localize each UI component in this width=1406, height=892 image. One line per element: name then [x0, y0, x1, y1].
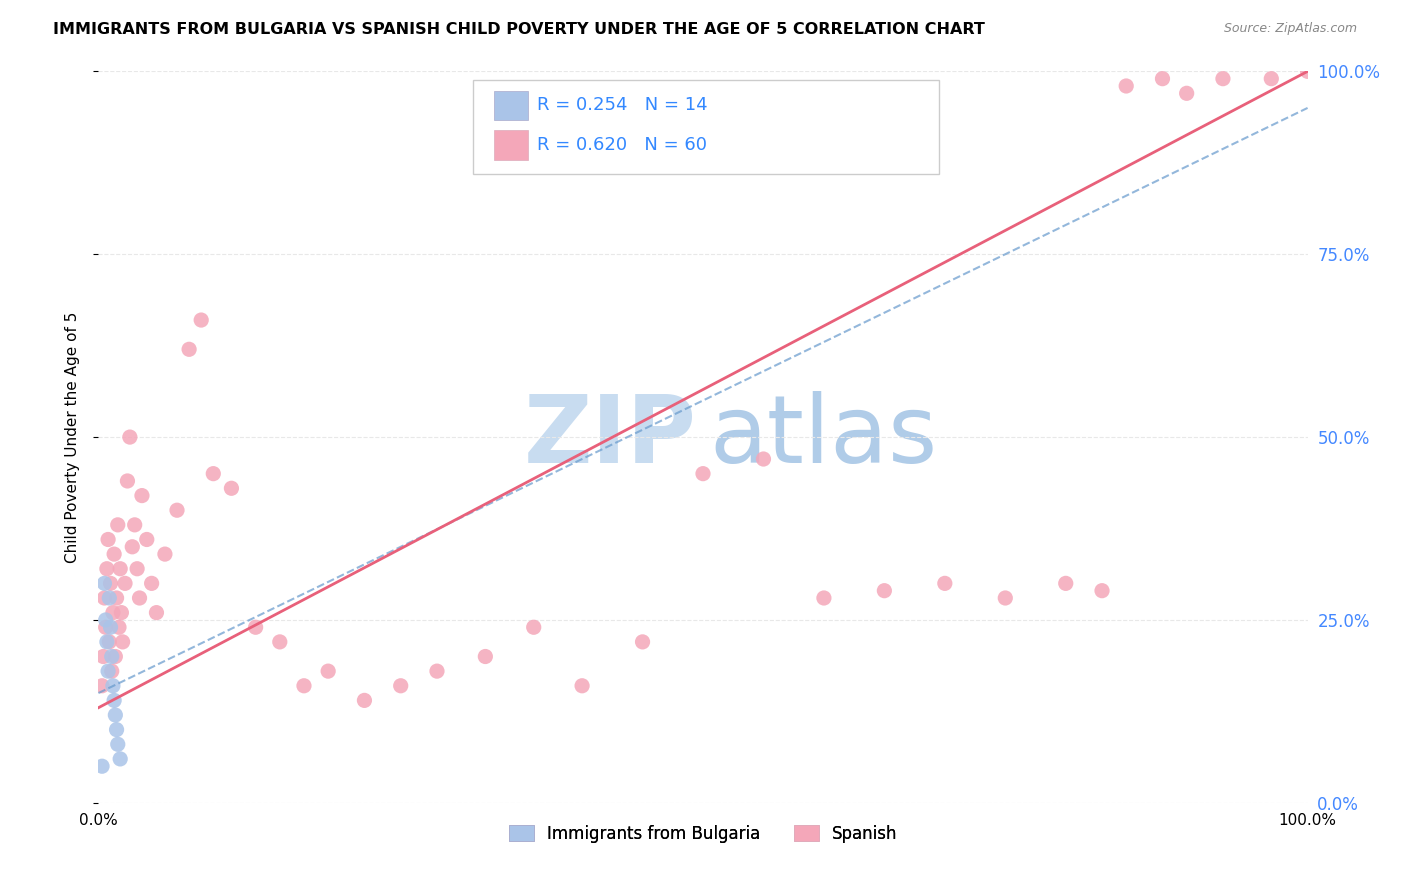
- Point: [631, 635, 654, 649]
- Point: [96, 562, 118, 576]
- Point: [1175, 87, 1198, 101]
- Point: [101, 606, 124, 620]
- Point: [1296, 64, 1319, 78]
- Point: [103, 693, 125, 707]
- Point: [100, 664, 122, 678]
- Point: [100, 649, 122, 664]
- Point: [91, 679, 114, 693]
- Point: [98, 591, 121, 605]
- Point: [813, 591, 835, 605]
- Y-axis label: Child Poverty Under the Age of 5: Child Poverty Under the Age of 5: [65, 311, 80, 563]
- Point: [93, 591, 115, 605]
- Point: [1091, 583, 1114, 598]
- Point: [103, 547, 125, 561]
- Text: ZIP: ZIP: [524, 391, 697, 483]
- Point: [190, 313, 212, 327]
- Point: [166, 503, 188, 517]
- Point: [141, 576, 163, 591]
- Point: [202, 467, 225, 481]
- Point: [692, 467, 714, 481]
- Point: [107, 737, 129, 751]
- Point: [127, 562, 149, 576]
- Point: [1152, 71, 1174, 86]
- Point: [108, 752, 131, 766]
- Point: [108, 562, 131, 576]
- Point: [93, 576, 115, 591]
- Point: [96, 635, 118, 649]
- Point: [97, 533, 120, 547]
- Point: [107, 517, 129, 532]
- Point: [1212, 71, 1234, 86]
- Point: [153, 547, 176, 561]
- FancyBboxPatch shape: [494, 91, 527, 120]
- Point: [101, 679, 124, 693]
- Text: IMMIGRANTS FROM BULGARIA VS SPANISH CHILD POVERTY UNDER THE AGE OF 5 CORRELATION: IMMIGRANTS FROM BULGARIA VS SPANISH CHIL…: [53, 22, 986, 37]
- Point: [145, 606, 167, 620]
- Point: [100, 620, 122, 634]
- Point: [94, 613, 117, 627]
- Point: [104, 708, 127, 723]
- FancyBboxPatch shape: [474, 80, 939, 174]
- Point: [124, 517, 146, 532]
- Point: [131, 489, 153, 503]
- Point: [474, 649, 496, 664]
- Point: [118, 430, 141, 444]
- Text: R = 0.254   N = 14: R = 0.254 N = 14: [537, 96, 709, 114]
- Legend: Immigrants from Bulgaria, Spanish: Immigrants from Bulgaria, Spanish: [502, 818, 904, 849]
- Point: [353, 693, 375, 707]
- Point: [104, 649, 127, 664]
- Point: [1260, 71, 1282, 86]
- Point: [94, 620, 117, 634]
- Point: [1054, 576, 1077, 591]
- Point: [221, 481, 243, 495]
- Point: [110, 606, 132, 620]
- Point: [117, 474, 139, 488]
- Point: [934, 576, 956, 591]
- Point: [91, 759, 114, 773]
- Point: [98, 635, 121, 649]
- Point: [994, 591, 1017, 605]
- Point: [100, 576, 122, 591]
- Text: atlas: atlas: [709, 391, 938, 483]
- FancyBboxPatch shape: [494, 130, 527, 160]
- Point: [269, 635, 291, 649]
- Point: [105, 723, 128, 737]
- Point: [111, 635, 134, 649]
- Point: [114, 576, 136, 591]
- Point: [752, 452, 775, 467]
- Point: [426, 664, 449, 678]
- Point: [316, 664, 339, 678]
- Point: [135, 533, 157, 547]
- Point: [245, 620, 267, 634]
- Point: [105, 591, 128, 605]
- Point: [128, 591, 150, 605]
- Point: [571, 679, 593, 693]
- Point: [97, 664, 120, 678]
- Point: [108, 620, 131, 634]
- Point: [91, 649, 114, 664]
- Point: [292, 679, 315, 693]
- Point: [873, 583, 896, 598]
- Point: [1115, 78, 1137, 93]
- Point: [121, 540, 143, 554]
- Text: R = 0.620   N = 60: R = 0.620 N = 60: [537, 136, 707, 154]
- Point: [389, 679, 412, 693]
- Text: Source: ZipAtlas.com: Source: ZipAtlas.com: [1223, 22, 1357, 36]
- Point: [179, 343, 201, 357]
- Point: [523, 620, 546, 634]
